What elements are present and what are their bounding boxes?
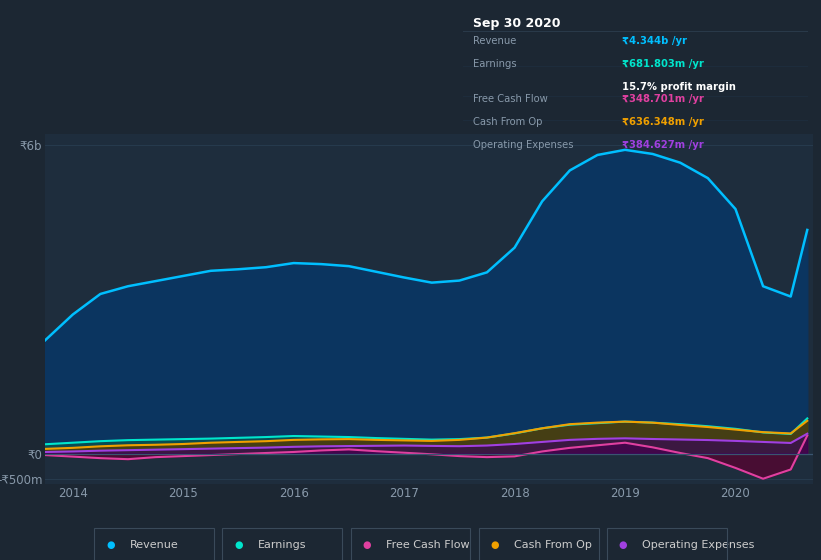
Text: Free Cash Flow: Free Cash Flow [474,94,548,104]
Text: Operating Expenses: Operating Expenses [474,140,574,150]
Text: ₹348.701m /yr: ₹348.701m /yr [621,94,704,104]
Text: ₹384.627m /yr: ₹384.627m /yr [621,140,704,150]
Text: Operating Expenses: Operating Expenses [642,540,754,550]
Text: Earnings: Earnings [474,59,517,69]
Text: ₹681.803m /yr: ₹681.803m /yr [621,59,704,69]
Text: Cash From Op: Cash From Op [514,540,592,550]
Text: Revenue: Revenue [130,540,178,550]
Text: Earnings: Earnings [258,540,306,550]
Text: Sep 30 2020: Sep 30 2020 [474,17,561,30]
Text: Cash From Op: Cash From Op [474,116,543,127]
Text: ₹4.344b /yr: ₹4.344b /yr [621,36,686,46]
Text: ●: ● [619,540,627,550]
Text: ●: ● [491,540,499,550]
Text: ●: ● [363,540,371,550]
Text: 15.7% profit margin: 15.7% profit margin [621,82,736,92]
Text: Revenue: Revenue [474,36,516,46]
Text: Free Cash Flow: Free Cash Flow [386,540,470,550]
Text: ●: ● [107,540,115,550]
Text: ₹636.348m /yr: ₹636.348m /yr [621,116,704,127]
Text: ●: ● [235,540,243,550]
